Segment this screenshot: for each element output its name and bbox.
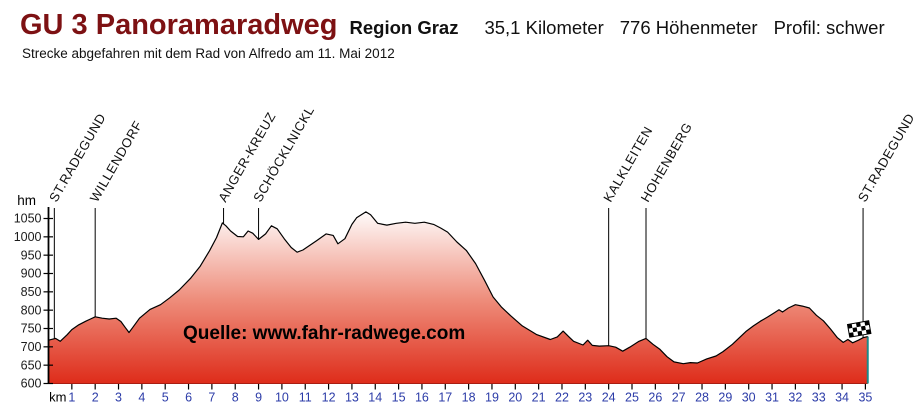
title-row: GU 3 Panoramaradweg Region Graz 35,1 Kil…	[0, 0, 919, 42]
x-tick-label: 7	[208, 391, 215, 405]
header: GU 3 Panoramaradweg Region Graz 35,1 Kil…	[0, 0, 919, 61]
x-tick-label: 23	[578, 391, 592, 405]
x-tick-label: 17	[438, 391, 452, 405]
y-tick-label: 650	[21, 358, 42, 372]
y-tick-label: 800	[21, 303, 42, 317]
x-tick-label: 4	[138, 391, 145, 405]
x-tick-label: 27	[672, 391, 686, 405]
x-tick-label: 29	[718, 391, 732, 405]
x-tick-label: 12	[322, 391, 336, 405]
x-tick-label: 19	[485, 391, 499, 405]
finish-flag-icon	[846, 320, 872, 338]
region-label: Region Graz	[349, 17, 459, 38]
x-tick-label: 34	[835, 391, 849, 405]
y-axis-title: hm	[17, 193, 36, 208]
y-tick-label: 750	[21, 322, 42, 336]
x-tick-label: 2	[92, 391, 99, 405]
x-tick-label: 24	[602, 391, 616, 405]
x-tick-label: 18	[462, 391, 476, 405]
x-tick-label: 20	[508, 391, 522, 405]
x-tick-label: 9	[255, 391, 262, 405]
x-tick-label: 16	[415, 391, 429, 405]
x-tick-label: 1	[68, 391, 75, 405]
elevation-gain-stat: 776 Höhenmeter	[619, 17, 758, 38]
poi-marker-label: ST.RADEGUND	[855, 111, 918, 205]
x-axis-title: km	[49, 390, 66, 405]
difficulty-stat: Profil: schwer	[773, 17, 885, 38]
watermark-text: Quelle: www.fahr-radwege.com	[183, 323, 465, 344]
x-tick-label: 33	[812, 391, 826, 405]
x-tick-label: 26	[648, 391, 662, 405]
x-tick-label: 32	[788, 391, 802, 405]
distance-stat: 35,1 Kilometer	[484, 17, 604, 38]
x-tick-label: 6	[185, 391, 192, 405]
y-tick-label: 900	[21, 267, 42, 281]
x-tick-label: 5	[162, 391, 169, 405]
route-title: GU 3 Panoramaradweg	[20, 9, 338, 41]
x-tick-label: 30	[742, 391, 756, 405]
elevation-line	[48, 211, 868, 365]
elevation-area	[48, 211, 868, 384]
x-tick-label: 22	[555, 391, 569, 405]
x-tick-label: 13	[345, 391, 359, 405]
x-tick-label: 11	[299, 391, 312, 405]
x-tick-label: 14	[368, 391, 382, 405]
y-tick-label: 850	[21, 285, 42, 299]
y-tick-label: 700	[21, 340, 42, 354]
x-tick-label: 28	[695, 391, 709, 405]
x-tick-label: 15	[392, 391, 406, 405]
y-tick-label: 950	[21, 248, 42, 262]
y-tick-label: 1050	[14, 212, 42, 226]
x-tick-label: 35	[858, 391, 872, 405]
subtitle: Strecke abgefahren mit dem Rad von Alfre…	[22, 46, 395, 61]
x-tick-label: 21	[532, 391, 546, 405]
y-tick-label: 1000	[14, 230, 42, 244]
y-tick-label: 600	[21, 377, 42, 391]
x-tick-label: 25	[625, 391, 639, 405]
x-tick-label: 31	[765, 391, 779, 405]
x-tick-label: 10	[275, 391, 289, 405]
x-tick-label: 3	[115, 391, 122, 405]
x-tick-label: 8	[232, 391, 239, 405]
